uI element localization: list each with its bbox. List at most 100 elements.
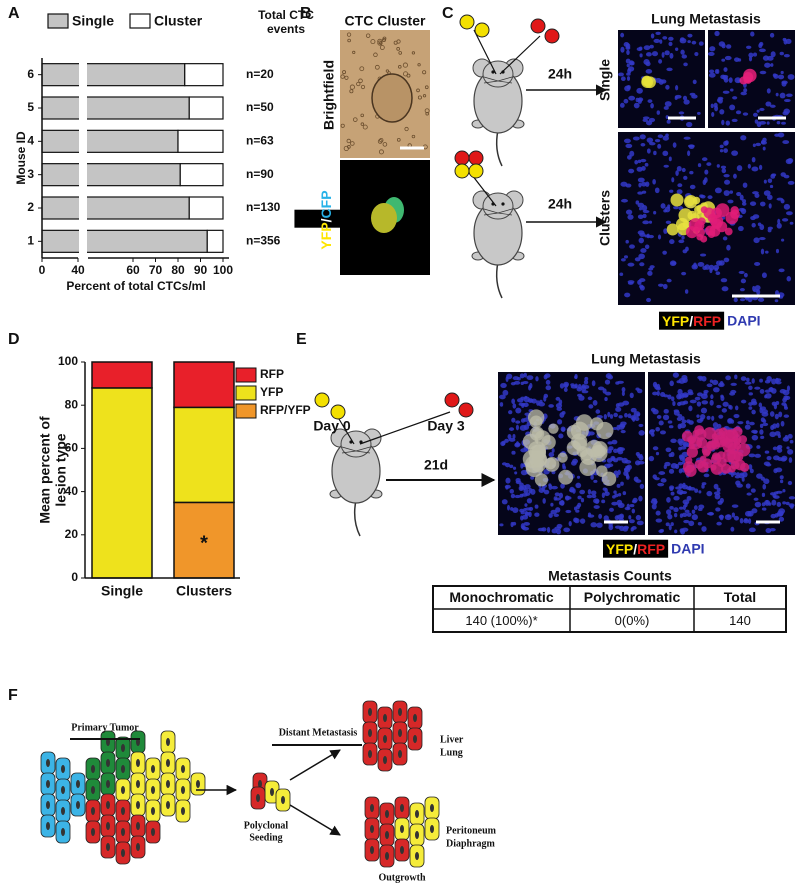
bar [184,63,224,87]
nucleus [724,179,731,185]
nucleus [550,502,554,507]
nucleus [728,77,733,83]
nucleus [744,381,752,385]
particle [424,108,430,114]
nucleus [748,464,753,470]
x-tick-label: 40 [71,263,85,277]
particle [346,138,351,144]
nucleus [764,450,770,454]
nucleus [604,397,608,402]
cell-nucleus [415,852,419,860]
nucleus [621,386,626,393]
nucleus [761,507,767,511]
nucleus [744,424,751,430]
cell [682,461,695,474]
nucleus [662,250,667,255]
cell [579,458,597,476]
nucleus [625,143,633,149]
bar [188,196,224,220]
nucleus [720,74,726,80]
total-label: n=356 [246,234,281,248]
nucleus [683,99,690,105]
y-tick-label: 0 [71,570,78,584]
particle [347,145,351,149]
nucleus [647,99,653,103]
nucleus [535,376,539,382]
nucleus [674,529,678,534]
bar [41,96,190,120]
day-label: Day 3 [427,418,465,434]
nucleus [513,380,521,385]
nucleus [766,194,773,201]
nucleus [586,494,593,499]
particle [424,85,429,90]
nucleus [637,177,645,183]
nucleus [595,409,601,414]
nucleus [617,502,625,509]
nucleus [713,264,720,271]
nucleus [687,40,691,44]
nucleus [680,49,685,55]
time-label: 21d [424,457,448,473]
panel-letter: F [8,687,18,704]
nucleus [606,463,614,468]
nucleus [657,234,662,240]
title: Lung Metastasis [591,351,701,367]
nucleus [626,155,632,160]
nucleus [620,481,624,486]
nucleus [662,150,669,157]
nucleus [605,391,612,396]
nucleus [718,414,724,419]
particle [377,40,383,46]
cell-nucleus [385,831,389,839]
nucleus [786,276,792,282]
label: Peritoneum [446,825,497,836]
nucleus [525,507,532,511]
nucleus [638,430,645,436]
nucleus [754,285,761,291]
nucleus [733,515,740,521]
nucleus [757,297,765,302]
nucleus [657,482,665,487]
nucleus [641,166,646,171]
nucleus [636,413,640,417]
nucleus [634,159,639,165]
nucleus [765,101,772,107]
nucleus [625,472,629,479]
nucleus [514,442,521,448]
nucleus [742,112,749,116]
nucleus [627,262,635,267]
nucleus [528,487,533,494]
nucleus [755,142,762,147]
nucleus [731,512,736,518]
nucleus [622,491,627,496]
particle [342,70,347,75]
nucleus [723,148,728,153]
nucleus [672,372,679,378]
cell-nucleus [61,786,65,794]
bar [206,229,224,253]
nucleus [735,472,740,477]
nucleus [514,494,521,499]
nucleus [618,424,625,430]
nucleus [731,504,739,508]
nucleus [668,156,672,162]
nucleus [505,485,509,490]
nucleus [747,296,753,303]
nucleus [580,497,585,503]
nucleus [556,528,562,535]
panel-letter: A [8,5,20,22]
nucleus [512,507,519,514]
nucleus [740,135,747,141]
nucleus [664,50,670,56]
nucleus [777,218,781,225]
nucleus [653,210,657,215]
nucleus [706,383,713,388]
nucleus [623,138,631,144]
nucleus [626,63,630,68]
nucleus [762,422,769,427]
nucleus [767,178,773,184]
nucleus [712,387,720,393]
nucleus [780,420,785,427]
nucleus [762,146,766,151]
